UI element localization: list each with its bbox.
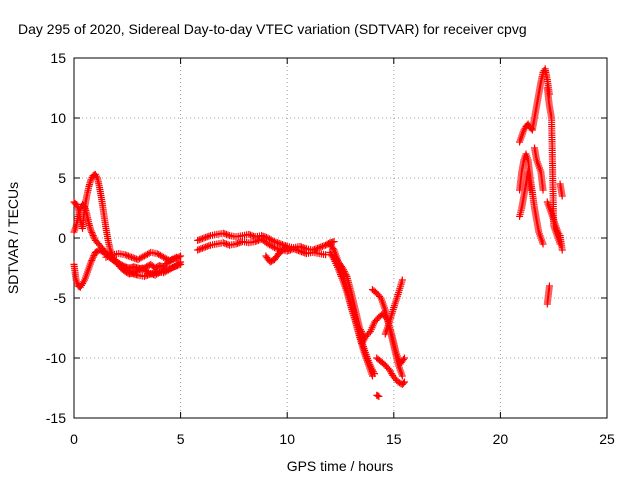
x-tick-label: 20 [493,431,509,447]
data-point [88,230,96,238]
data-point [269,237,277,245]
chart-title: Day 295 of 2020, Sidereal Day-to-day VTE… [18,21,527,37]
y-tick-label: 10 [50,110,66,126]
data-point [526,186,534,194]
x-axis-label: GPS time / hours [287,458,394,474]
data-point [399,356,407,363]
data-point [545,282,553,290]
y-tick-label: 0 [58,230,66,246]
x-tick-label: 0 [70,431,78,447]
data-point [558,192,566,200]
x-tick-label: 25 [599,431,615,447]
data-point [339,264,347,272]
data-point [340,267,348,275]
y-tick-label: -15 [46,410,66,426]
data-point [342,271,350,279]
data-point [89,232,97,240]
plot-frame [73,57,608,419]
axis-ticks: 0 5 10 15 20 25 -15 -10 -5 0 5 10 15 [46,50,615,447]
data-point [341,269,349,277]
data-points [70,65,566,400]
data-point [88,255,96,263]
y-tick-label: -5 [54,290,67,306]
data-point [400,378,408,386]
data-point [87,227,95,235]
data-point [282,244,290,252]
data-point [80,202,88,210]
data-point [399,379,407,387]
data-point [172,253,180,261]
data-point [539,186,547,194]
x-tick-label: 15 [386,431,402,447]
data-point [87,258,95,266]
data-point [88,228,96,236]
y-tick-label: 15 [50,50,66,66]
y-tick-label: -10 [46,350,66,366]
data-point [539,240,547,248]
data-point [171,254,179,262]
data-point [558,246,566,254]
data-point [339,266,347,274]
data-point [398,372,406,380]
data-point [330,238,338,246]
data-point [375,392,383,400]
data-point [269,243,277,251]
data-point [156,269,164,276]
data-point [398,276,406,284]
data-point [365,329,373,337]
data-point [357,327,365,335]
data-point [368,372,376,380]
data-point [88,256,96,264]
data-point [177,260,185,268]
data-point [283,244,291,252]
x-tick-label: 5 [177,431,185,447]
data-point [90,252,98,260]
gridlines [74,58,607,418]
y-axis-label: SDTVAR / TECUs [5,182,21,294]
data-point [400,354,408,362]
data-point [90,233,98,241]
data-point [357,326,365,334]
x-tick-label: 10 [279,431,295,447]
data-point [358,329,366,337]
data-point [177,252,185,260]
data-point [376,292,384,300]
data-point [356,324,364,332]
y-tick-label: 5 [58,170,66,186]
data-point [89,253,97,261]
